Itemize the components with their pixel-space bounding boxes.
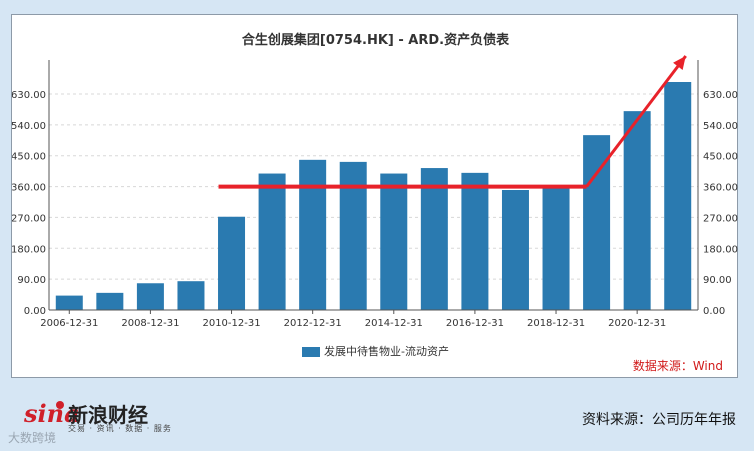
- bar[interactable]: [96, 292, 124, 310]
- bar[interactable]: [55, 295, 83, 310]
- data-source-footer: 资料来源：公司历年年报: [582, 412, 736, 428]
- bar[interactable]: [583, 135, 611, 310]
- y-tick-label-left: 630.00: [12, 90, 46, 101]
- bar[interactable]: [623, 111, 651, 311]
- x-tick-label: 2014-12-31: [365, 318, 423, 329]
- annotation-arrow-line: [585, 55, 687, 188]
- bar[interactable]: [218, 216, 246, 310]
- y-tick-label-right: 540.00: [703, 121, 738, 132]
- y-tick-label-left: 450.00: [12, 152, 46, 163]
- y-tick-label-left: 180.00: [12, 244, 46, 255]
- annotation-arrow-head-icon: [673, 56, 686, 70]
- y-tick-label-right: 90.00: [703, 275, 732, 286]
- x-tick-label: 2006-12-31: [40, 318, 98, 329]
- bar[interactable]: [177, 281, 205, 310]
- watermark: 大数跨境: [8, 431, 57, 445]
- bar[interactable]: [420, 168, 448, 310]
- y-tick-label-right: 450.00: [703, 152, 738, 163]
- y-tick-label-left: 270.00: [12, 213, 46, 224]
- y-tick-label-right: 270.00: [703, 213, 738, 224]
- y-tick-label-right: 360.00: [703, 183, 738, 194]
- bar[interactable]: [542, 185, 570, 310]
- data-source-note: 数据来源：Wind: [632, 359, 723, 373]
- y-tick-label-left: 90.00: [17, 275, 46, 286]
- x-tick-label: 2010-12-31: [202, 318, 260, 329]
- brand-name: 新浪财经: [68, 403, 148, 427]
- chart-title: 合生创展集团[0754.HK] - ARD.资产负债表: [241, 33, 510, 48]
- bar[interactable]: [339, 161, 367, 310]
- sina-logo-icon[interactable]: sina: [22, 396, 162, 436]
- bar[interactable]: [664, 82, 692, 310]
- bar[interactable]: [136, 283, 164, 310]
- legend-swatch: [302, 347, 321, 357]
- y-tick-label-right: 180.00: [703, 244, 738, 255]
- x-tick-label: 2008-12-31: [121, 318, 179, 329]
- y-tick-label-left: 360.00: [12, 183, 46, 194]
- x-tick-label: 2018-12-31: [527, 318, 585, 329]
- bar[interactable]: [501, 190, 529, 310]
- x-tick-label: 2016-12-31: [446, 318, 504, 329]
- bar[interactable]: [299, 159, 327, 310]
- y-tick-label-left: 540.00: [12, 121, 46, 132]
- bar[interactable]: [258, 173, 286, 310]
- chart-legend[interactable]: 发展中待售物业-流动资产: [12, 343, 739, 359]
- svg-text:sina: sina: [23, 399, 80, 428]
- chart-plot: 0.00 0.00 90.00 90.00 180.00 180.00 270.00 270.…: [12, 55, 738, 329]
- chart-frame: 0.00 0.00 90.00 90.00 180.00 180.00 270.00 270.…: [11, 14, 738, 378]
- y-tick-label-left: 0.00: [24, 306, 46, 317]
- bar[interactable]: [461, 172, 489, 310]
- x-tick-label: 2012-12-31: [284, 318, 342, 329]
- brand-tagline: 交易 · 资讯 · 数据 · 服务: [68, 424, 172, 433]
- y-tick-label-right: 630.00: [703, 90, 738, 101]
- y-tick-label-right: 0.00: [703, 306, 725, 317]
- bar[interactable]: [380, 173, 408, 310]
- legend-label: 发展中待售物业-流动资产: [324, 345, 449, 358]
- x-tick-label: 2020-12-31: [608, 318, 666, 329]
